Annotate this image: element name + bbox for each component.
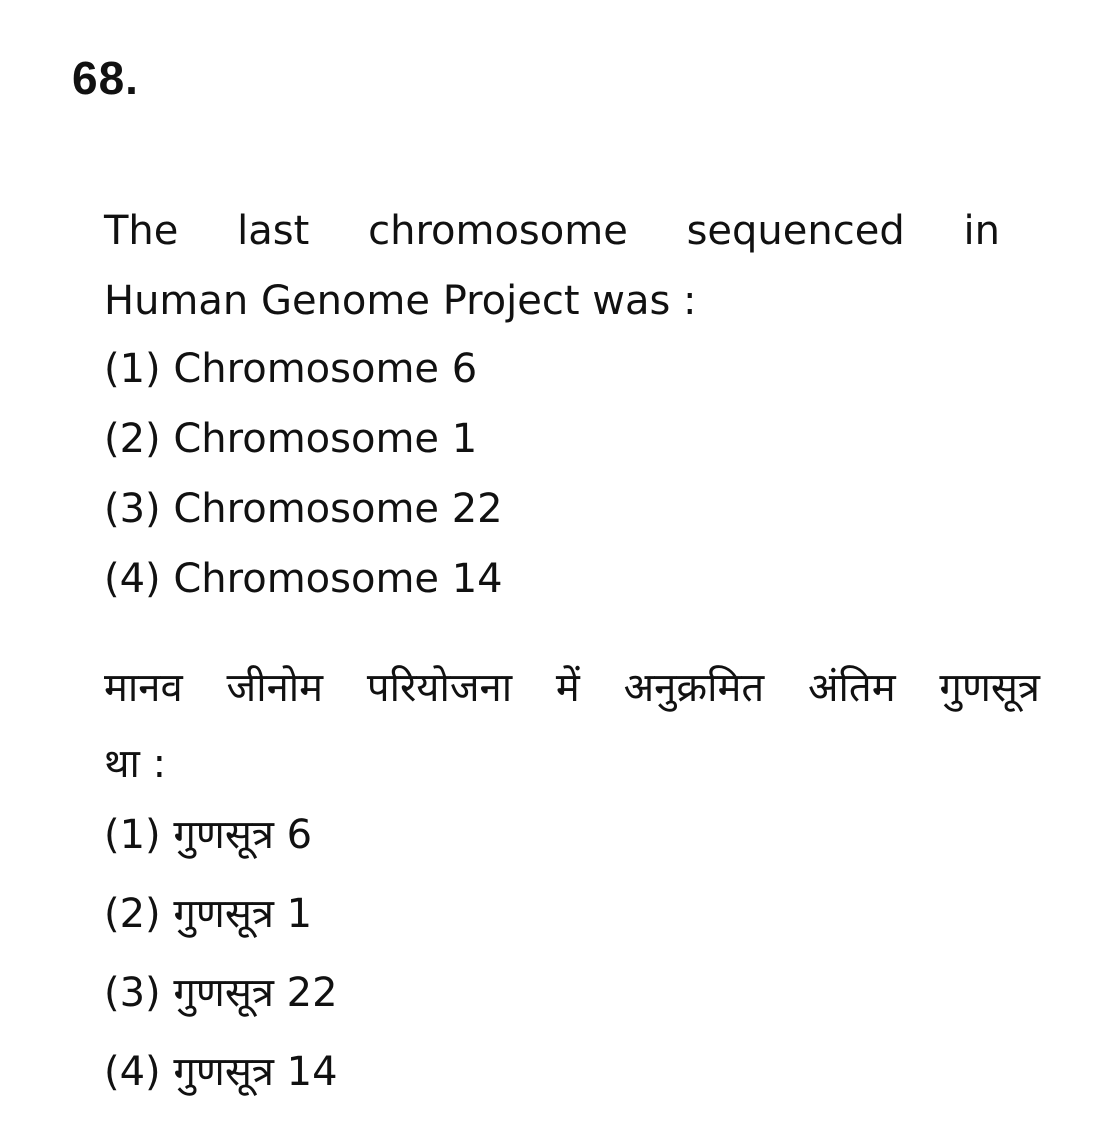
hindi-option-4[interactable]: (4) गुणसूत्र 14 (104, 1049, 338, 1095)
hindi-option-3[interactable]: (3) गुणसूत्र 22 (104, 970, 338, 1016)
english-stem-line-1: The last chromosome sequenced in (104, 196, 1000, 266)
hindi-stem-word: परियोजना (366, 665, 513, 711)
english-stem-word: last (237, 208, 310, 254)
hindi-option-2[interactable]: (2) गुणसूत्र 1 (104, 891, 313, 937)
english-options: (1) Chromosome 6 (2) Chromosome 1 (3) Ch… (104, 334, 503, 614)
english-stem-word: chromosome (368, 208, 628, 254)
english-stem-word: in (963, 208, 1000, 254)
english-stem-word: sequenced (686, 208, 905, 254)
hindi-stem-line-2: था : (104, 741, 167, 787)
hindi-stem-word: में (555, 665, 580, 711)
question-number: 68. (72, 52, 139, 104)
english-option-2[interactable]: (2) Chromosome 1 (104, 416, 478, 462)
hindi-stem-word: जीनोम (226, 665, 324, 711)
english-stem-word: The (104, 208, 179, 254)
hindi-options: (1) गुणसूत्र 6 (2) गुणसूत्र 1 (3) गुणसूत… (104, 796, 338, 1112)
hindi-stem-word: अनुक्रमित (623, 665, 765, 711)
english-stem-line-2: Human Genome Project was : (104, 278, 697, 324)
hindi-stem-line-1: मानव जीनोम परियोजना में अनुक्रमित अंतिम … (104, 650, 1040, 726)
english-option-1[interactable]: (1) Chromosome 6 (104, 346, 478, 392)
hindi-option-1[interactable]: (1) गुणसूत्र 6 (104, 812, 313, 858)
hindi-question-stem: मानव जीनोम परियोजना में अनुक्रमित अंतिम … (104, 650, 1040, 802)
hindi-stem-word: मानव (104, 665, 183, 711)
english-question-stem: The last chromosome sequenced in Human G… (104, 196, 1000, 336)
hindi-stem-word: गुणसूत्र (939, 665, 1040, 711)
english-option-4[interactable]: (4) Chromosome 14 (104, 556, 503, 602)
hindi-stem-word: अंतिम (807, 665, 896, 711)
english-option-3[interactable]: (3) Chromosome 22 (104, 486, 503, 532)
